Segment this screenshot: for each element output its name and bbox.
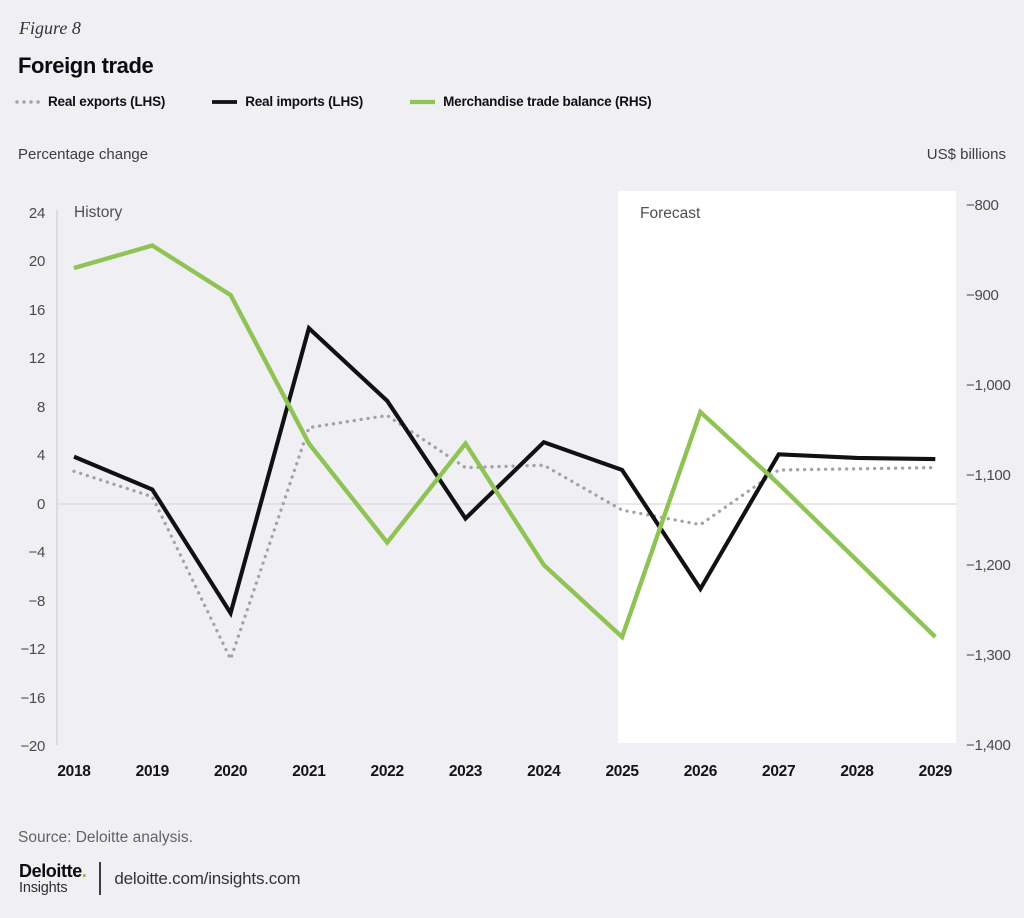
- x-axis-year-label: 2027: [762, 763, 796, 780]
- footer-url: deloitte.com/insights.com: [114, 868, 301, 888]
- legend-label-trade-balance: Merchandise trade balance (RHS): [443, 94, 652, 109]
- right-axis-tick: −1,000: [966, 376, 1011, 394]
- x-axis-year-label: 2019: [135, 763, 170, 780]
- forecast-region-label: Forecast: [640, 205, 701, 222]
- legend-item-real-exports: Real exports (LHS): [14, 94, 165, 109]
- x-axis-year-label: 2022: [370, 763, 405, 780]
- history-region-label: History: [74, 204, 123, 221]
- left-axis-tick: −12: [20, 641, 45, 658]
- left-axis-tick: 20: [28, 253, 45, 270]
- left-axis-tick: 8: [36, 398, 45, 416]
- left-axis-tick: −16: [20, 689, 45, 707]
- series-line-real-exports-lhs: [72, 413, 937, 664]
- legend-label-real-imports: Real imports (LHS): [245, 94, 364, 109]
- x-axis-year-label: 2023: [448, 763, 483, 780]
- left-axis-tick: −8: [28, 592, 45, 610]
- legend-label-real-exports: Real exports (LHS): [48, 94, 166, 109]
- right-axis-tick: −1,200: [966, 556, 1011, 574]
- solid-green-line-key-icon: [410, 99, 436, 104]
- x-axis-year-label: 2020: [213, 763, 248, 780]
- x-axis-year-label: 2021: [292, 763, 326, 780]
- figure-label: Figure 8: [19, 18, 81, 38]
- left-axis-tick: −20: [20, 738, 45, 755]
- series-line-real-imports-lhs: [73, 324, 936, 619]
- x-axis-year-label: 2018: [57, 763, 91, 780]
- right-axis-tick: −1,300: [966, 646, 1011, 664]
- left-axis-tick: −4: [28, 544, 45, 561]
- footer-divider: [99, 862, 102, 896]
- x-axis-year-label: 2029: [918, 763, 953, 780]
- legend-item-real-imports: Real imports (LHS): [211, 94, 363, 109]
- footer-brand: Deloitte. Insights deloitte.com/insights…: [19, 862, 300, 896]
- x-axis-year-label: 2028: [840, 763, 874, 780]
- series-line-merchandise-trade-balance-rhs: [73, 243, 937, 641]
- source-text: Source: Deloitte analysis.: [18, 829, 193, 846]
- left-axis-title: Percentage change: [18, 146, 149, 163]
- x-axis-year-label: 2024: [527, 763, 561, 780]
- left-axis-tick: 4: [36, 447, 45, 464]
- left-axis-tick: 16: [28, 301, 45, 319]
- right-axis-tick: −1,100: [966, 466, 1011, 484]
- forecast-band: [618, 191, 956, 743]
- x-axis-year-label: 2025: [605, 763, 639, 780]
- chart-title: Foreign trade: [18, 53, 154, 78]
- x-axis-year-label: 2026: [683, 763, 718, 780]
- legend: Real exports (LHS) Real imports (LHS) Me…: [14, 94, 652, 109]
- brand-name: Deloitte.: [19, 861, 87, 881]
- right-axis-tick: −900: [966, 286, 999, 304]
- right-axis-title: US$ billions: [926, 146, 1006, 163]
- brand-green-dot: .: [81, 861, 87, 881]
- right-axis-tick: −800: [966, 196, 999, 214]
- left-axis-tick: 12: [28, 350, 45, 367]
- legend-item-trade-balance: Merchandise trade balance (RHS): [409, 94, 652, 109]
- solid-black-line-key-icon: [212, 99, 238, 104]
- deloitte-insights-logo: Deloitte. Insights: [19, 861, 87, 896]
- left-axis-tick: 24: [28, 204, 45, 222]
- brand-secondary: Insights: [19, 880, 68, 896]
- right-axis-tick: −1,400: [966, 736, 1011, 754]
- left-axis-tick: 0: [36, 495, 45, 513]
